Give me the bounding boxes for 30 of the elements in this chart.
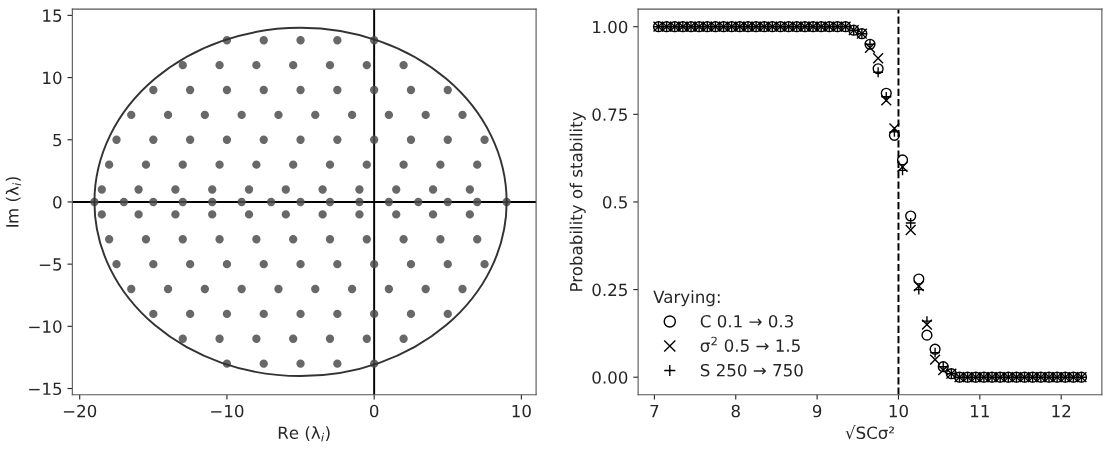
y-tick-label: 0 xyxy=(53,195,62,209)
legend-label: C 0.1 → 0.3 xyxy=(700,314,793,328)
x-tick-label: 10 xyxy=(889,404,908,418)
y-tick-label: −10 xyxy=(29,320,62,333)
y-axis-title: Im (λ$_{i}$) xyxy=(5,177,22,227)
legend-label: σ$^{2}$ 0.5 → 1.5 xyxy=(700,336,800,352)
y-tick-label: 15 xyxy=(43,9,62,22)
y-tick-label: 1.00 xyxy=(593,20,628,34)
x-tick-label: −20 xyxy=(63,404,97,418)
x-axis-title: √SCσ² xyxy=(845,425,894,440)
y-tick-label: 0.5 xyxy=(602,195,627,209)
y-axis-title: Probability of stability xyxy=(569,111,586,291)
x-tick-label: 9 xyxy=(812,404,822,418)
y-tick-label: 0.00 xyxy=(592,371,628,384)
y-tick-label: 10 xyxy=(43,71,62,85)
legend-label: S 250 → 750 xyxy=(700,363,803,377)
x-tick-label: 7 xyxy=(650,404,659,418)
y-tick-label: 5 xyxy=(53,133,62,147)
y-tick-label: −15 xyxy=(29,382,62,396)
x-tick-label: 10 xyxy=(512,404,531,418)
x-tick-label: −10 xyxy=(211,404,244,418)
y-tick-label: 0.25 xyxy=(592,283,627,297)
legend-title: Varying: xyxy=(653,290,720,307)
x-tick-label: 11 xyxy=(971,404,989,418)
x-tick-label: 12 xyxy=(1052,404,1071,418)
y-tick-label: −5 xyxy=(39,258,62,271)
x-tick-label: 0 xyxy=(369,404,379,418)
y-tick-label: 0.75 xyxy=(592,108,627,121)
x-axis-title: Re (λ$_{i}$) xyxy=(278,426,330,442)
x-tick-label: 8 xyxy=(731,404,740,418)
